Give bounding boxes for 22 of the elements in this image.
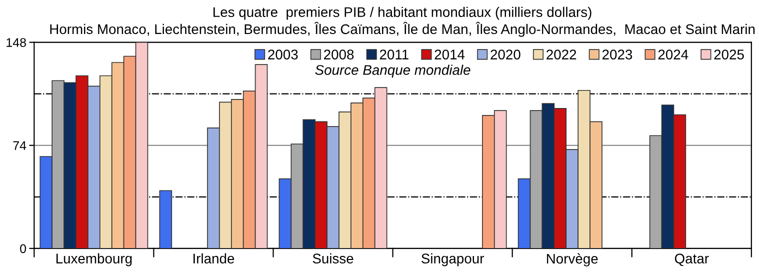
x-tick-label: Irlande	[194, 253, 234, 264]
chart-title: Les quatre premiers PIB / habitant mondiaux (milliers dollars)	[214, 6, 592, 20]
legend-label: 2025	[714, 50, 744, 60]
legend-label: 2003	[268, 50, 298, 60]
legend-label: 2011	[380, 50, 408, 60]
x-tick-label: Suisse	[312, 253, 354, 264]
x-tick-label: Norvège	[546, 253, 598, 266]
y-tick-label: 148	[6, 38, 26, 47]
legend-label: 2022	[546, 50, 576, 60]
annotation: Source Banque mondiale	[315, 64, 470, 78]
y-tick-label: 0	[20, 244, 26, 254]
legend-label: 2008	[324, 50, 354, 60]
x-tick-label: Luxembourg	[56, 253, 132, 266]
x-tick-label: Qatar	[674, 254, 709, 266]
legend-label: 2014	[434, 50, 465, 60]
chart-subtitle: Hormis Monaco, Liechtenstein, Bermudes, Îles Caïmans, Île de Man, Îles Anglo-Normandes, Macao et Saint Marin	[50, 22, 755, 37]
x-tick-label: Singapour	[422, 253, 484, 266]
legend-label: 2024	[658, 50, 688, 60]
bar	[159, 190, 172, 248]
legend-label: 2020	[490, 50, 520, 60]
y-tick-label: 74	[13, 141, 26, 150]
legend-label: 2023	[602, 50, 632, 60]
